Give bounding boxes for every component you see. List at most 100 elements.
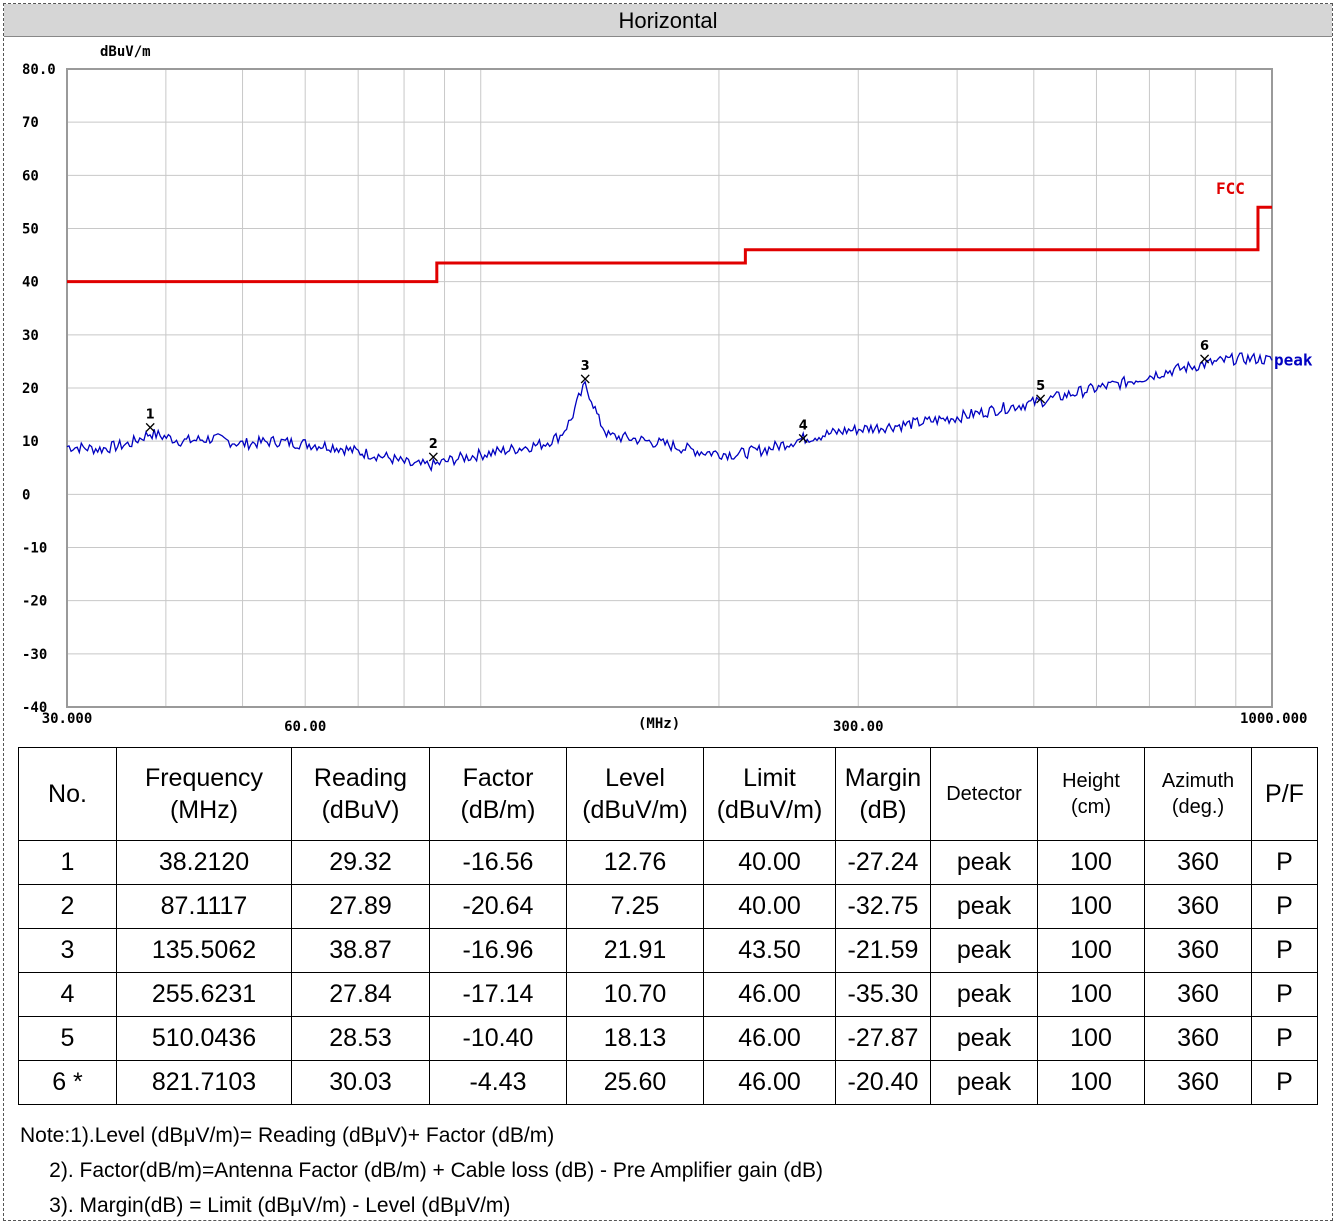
table-cell: P — [1251, 840, 1318, 885]
marker-number: 5 — [1036, 379, 1045, 394]
table-cell: 3 — [18, 928, 117, 973]
notes-block: Note:1).Level (dBμV/m)= Reading (dBμV)+ … — [20, 1118, 823, 1223]
note-line-2: 2). Factor(dB/m)=Antenna Factor (dB/m) +… — [20, 1159, 823, 1182]
y-tick-label: 20 — [22, 381, 39, 397]
table-cell: P — [1251, 972, 1318, 1017]
table-cell: -10.40 — [429, 1016, 567, 1061]
table-cell: 12.76 — [566, 840, 704, 885]
table-cell: -21.59 — [835, 928, 931, 973]
column-header: Margin (dB) — [835, 747, 931, 841]
table-cell: 100 — [1037, 972, 1145, 1017]
column-header: Detector — [930, 747, 1038, 841]
table-cell: -17.14 — [429, 972, 567, 1017]
column-header: Limit (dBuV/m) — [703, 747, 836, 841]
column-header-unit: (deg.) — [1171, 796, 1225, 818]
table-cell: -32.75 — [835, 884, 931, 929]
limit-series-label: FCC — [1216, 179, 1245, 198]
table-row: 4 255.6231 27.84 -17.14 10.70 46.00 -35.30 peak… — [18, 972, 1318, 1017]
note-line-3: 3). Margin(dB) = Limit (dBμV/m) - Level … — [20, 1194, 511, 1217]
table-cell: 7.25 — [566, 884, 704, 929]
table-cell: 46.00 — [703, 972, 836, 1017]
table-cell: 25.60 — [566, 1060, 704, 1105]
column-header-title: P/F — [1265, 780, 1304, 808]
y-tick-label: -30 — [22, 647, 47, 663]
column-header-title: Reading — [313, 764, 408, 792]
table-cell: 360 — [1144, 840, 1252, 885]
table-cell: 40.00 — [703, 884, 836, 929]
y-tick-label: 30 — [22, 328, 39, 344]
y-tick-label: 50 — [22, 222, 39, 238]
marker-3: ×3 — [578, 359, 591, 388]
table-cell: -16.56 — [429, 840, 567, 885]
y-tick-label: 60 — [22, 168, 39, 184]
table-row: 6 * 821.7103 30.03 -4.43 25.60 46.00 -20.40 pea… — [18, 1060, 1318, 1105]
x-tick-label: 60.00 — [284, 719, 326, 735]
column-header-unit: (dB) — [859, 796, 907, 824]
page-frame — [3, 3, 1333, 1221]
column-header-title: Height — [1062, 770, 1120, 792]
table-cell: -27.24 — [835, 840, 931, 885]
column-header-unit: (dBuV/m) — [716, 796, 823, 824]
table-cell: peak — [930, 1016, 1038, 1061]
y-tick-label: 80.0 — [22, 62, 56, 78]
table-cell: 29.32 — [291, 840, 430, 885]
column-header-title: Margin — [844, 764, 922, 792]
table-cell: 21.91 — [566, 928, 704, 973]
table-cell: 38.2120 — [116, 840, 292, 885]
table-header-row: No. Frequency (MHz) Reading (dBuV) Factor (dB/… — [18, 747, 1318, 841]
table-cell: 100 — [1037, 1016, 1145, 1061]
table-cell: 6 * — [18, 1060, 117, 1105]
table-cell: 100 — [1037, 1060, 1145, 1105]
limit-series — [67, 205, 1272, 284]
column-header: No. — [18, 747, 117, 841]
table-cell: 27.89 — [291, 884, 430, 929]
x-axis-unit: (MHz) — [638, 716, 680, 732]
table-cell: 46.00 — [703, 1016, 836, 1061]
marker-1: ×1 — [143, 407, 156, 436]
column-header-unit: (MHz) — [169, 796, 239, 824]
table-cell: P — [1251, 928, 1318, 973]
table-cell: 360 — [1144, 1016, 1252, 1061]
column-header-unit: (dBuV) — [321, 796, 400, 824]
column-header-title: Detector — [946, 783, 1022, 805]
column-header: Factor (dB/m) — [429, 747, 567, 841]
table-cell: P — [1251, 1060, 1318, 1105]
y-axis-ticks: 80.0 70 60 50 40 30 20 10 0 -10 -20 -30 -40 — [22, 62, 56, 716]
column-header: Reading (dBuV) — [291, 747, 430, 841]
table-cell: peak — [930, 840, 1038, 885]
table-cell: 18.13 — [566, 1016, 704, 1061]
column-header-title: Frequency — [144, 764, 264, 792]
table-cell: 87.1117 — [116, 884, 292, 929]
trace-series-label: peak — [1274, 350, 1313, 369]
y-tick-label: 40 — [22, 275, 39, 291]
peak-trace-path — [66, 351, 1273, 473]
y-tick-label: -40 — [22, 700, 47, 716]
plot-area-border — [66, 68, 1273, 708]
table-cell: 28.53 — [291, 1016, 430, 1061]
x-axis-ticks: 30.000 60.00 300.00 1000.000 — [42, 711, 1308, 735]
marker-x-symbol: × — [427, 447, 440, 466]
table-cell: 255.6231 — [116, 972, 292, 1017]
x-tick-label: 1000.000 — [1240, 711, 1307, 727]
table-row: 5 510.0436 28.53 -10.40 18.13 46.00 -27.87 peak… — [18, 1016, 1318, 1061]
table-cell: 46.00 — [703, 1060, 836, 1105]
column-header-title: No. — [48, 780, 87, 808]
column-header: Height (cm) — [1037, 747, 1145, 841]
chart-grid — [67, 69, 1272, 707]
marker-group: ×1×2×3×4×5×6 — [143, 339, 1211, 466]
y-tick-label: 70 — [22, 115, 39, 131]
column-header: P/F — [1251, 747, 1318, 841]
table-cell: P — [1251, 1016, 1318, 1061]
table-cell: 2 — [18, 884, 117, 929]
table-cell: 5 — [18, 1016, 117, 1061]
marker-x-symbol: × — [797, 428, 810, 447]
table-cell: 360 — [1144, 1060, 1252, 1105]
y-tick-label: -20 — [22, 594, 47, 610]
marker-number: 3 — [581, 359, 590, 374]
table-cell: 100 — [1037, 928, 1145, 973]
marker-4: ×4 — [797, 418, 810, 447]
marker-6: ×6 — [1198, 339, 1211, 368]
table-cell: 4 — [18, 972, 117, 1017]
table-cell: peak — [930, 928, 1038, 973]
column-header: Level (dBuV/m) — [566, 747, 704, 841]
